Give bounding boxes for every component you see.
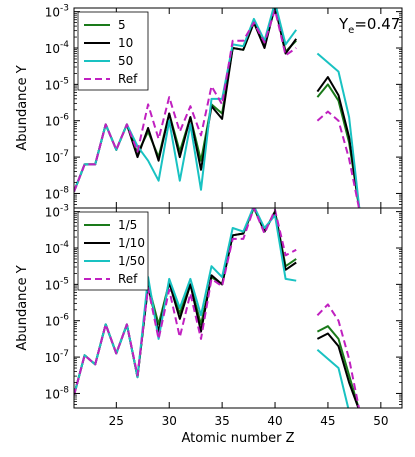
legend-label: 5 xyxy=(118,18,126,32)
ytick-label: 10-3 xyxy=(45,204,69,220)
ytick-label: 10-4 xyxy=(45,240,70,256)
legend-bottom: 1/5 1/10 1/50 Ref xyxy=(77,211,149,291)
xlabel: Atomic number Z xyxy=(181,431,294,446)
legend-label: Ref xyxy=(118,72,138,86)
ytick-label: 10-8 xyxy=(45,185,70,201)
ytick-label: 10-8 xyxy=(45,385,70,401)
series-group xyxy=(74,208,360,408)
series-line-bottom-2-seg1 xyxy=(316,349,350,408)
panel-bottom: 10-8 10-7 10-6 10-5 10-4 10-3 25 30 35 40 45 50 Abun… xyxy=(15,204,403,446)
ye-annotation: Ye=0.47 xyxy=(338,15,400,36)
xtick-label: 30 xyxy=(162,414,177,428)
series-line-top-3-seg0 xyxy=(74,8,297,192)
legend-label: Ref xyxy=(118,272,138,286)
ytick-label: 10-6 xyxy=(45,313,70,329)
xtick-label: 50 xyxy=(373,414,388,428)
series-line-bottom-1-seg1 xyxy=(316,332,360,408)
legend-label: 10 xyxy=(118,36,133,50)
ylabel: Abundance Y xyxy=(15,65,30,150)
ytick-label: 10-7 xyxy=(45,149,69,165)
panel-top: 10-8 10-7 10-6 10-5 10-4 10-3 Abundance Y Ye=0.… xyxy=(15,4,403,209)
xtick-label: 45 xyxy=(320,414,335,428)
legend-label: 1/5 xyxy=(118,218,137,232)
legend-top: 5 10 50 Ref xyxy=(77,11,149,91)
ytick-label: 10-3 xyxy=(45,4,69,20)
xtick-label: 40 xyxy=(267,414,282,428)
series-group xyxy=(74,8,361,208)
series-line-bottom-3-seg1 xyxy=(316,303,360,408)
series-line-bottom-3-seg0 xyxy=(74,208,297,396)
legend-label: 1/50 xyxy=(118,254,145,268)
series-line-top-3-seg1 xyxy=(316,110,360,208)
ylabel: Abundance Y xyxy=(15,265,30,350)
series-line-bottom-0-seg1 xyxy=(316,325,360,408)
xtick-label: 25 xyxy=(109,414,124,428)
plot-frame-bottom xyxy=(73,207,403,409)
ytick-label: 10-5 xyxy=(45,76,69,92)
ytick-label: 10-5 xyxy=(45,276,69,292)
legend-label: 1/10 xyxy=(118,236,145,250)
series-line-top-2-seg1 xyxy=(316,52,361,208)
ytick-label: 10-7 xyxy=(45,349,69,365)
xtick-label: 35 xyxy=(214,414,229,428)
ytick-label: 10-6 xyxy=(45,113,70,129)
series-line-top-1-seg1 xyxy=(316,76,361,208)
legend-label: 50 xyxy=(118,54,133,68)
ytick-label: 10-4 xyxy=(45,40,70,56)
